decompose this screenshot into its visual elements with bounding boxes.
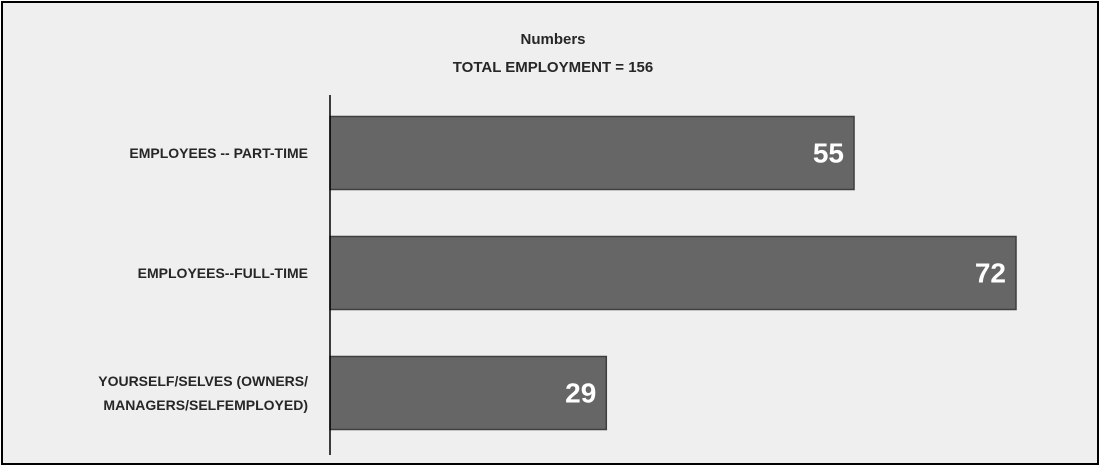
bar bbox=[329, 115, 855, 191]
category-label: YOURSELF/SELVES (OWNERS/ MANAGERS/SELFEM… bbox=[98, 373, 308, 413]
chart-title: Numbers bbox=[520, 31, 585, 48]
value-label: 72 bbox=[975, 257, 1006, 288]
value-label: 55 bbox=[813, 137, 844, 168]
category-label: EMPLOYEES--FULL-TIME bbox=[137, 265, 308, 281]
chart-subtitle: TOTAL EMPLOYMENT = 156 bbox=[453, 59, 653, 76]
bar bbox=[329, 355, 608, 431]
category-label: EMPLOYEES -- PART-TIME bbox=[129, 145, 308, 161]
bar bbox=[329, 235, 1017, 311]
value-label: 29 bbox=[565, 377, 596, 408]
